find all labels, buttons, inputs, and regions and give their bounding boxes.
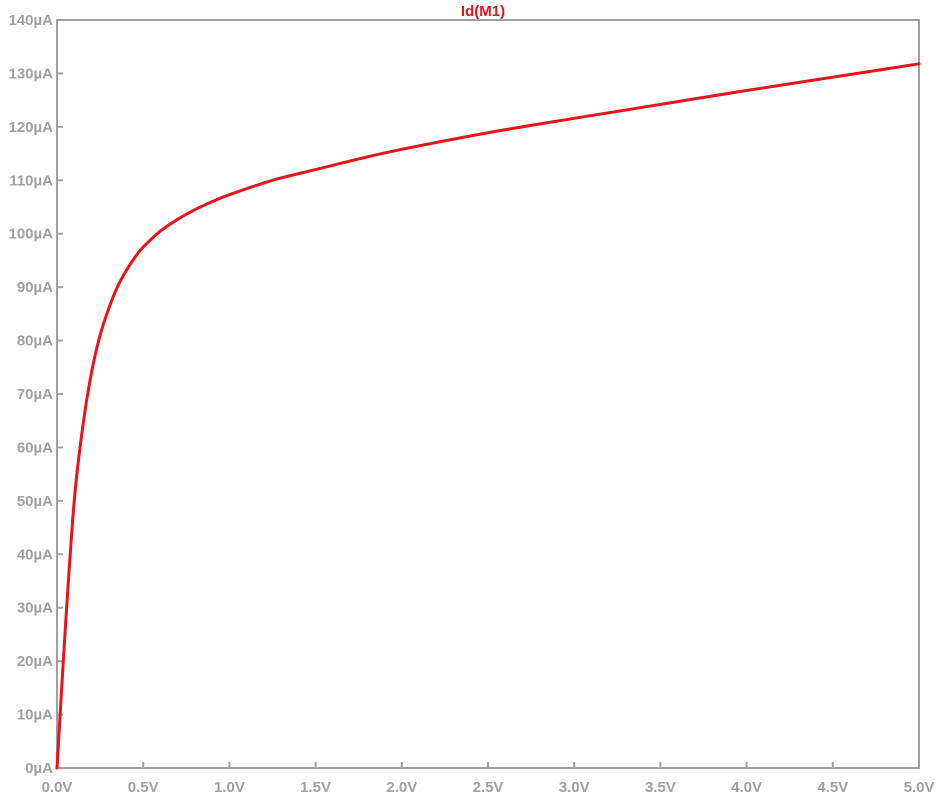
- y-tick-label: 80µA: [17, 333, 53, 350]
- x-axis: 0.0V 0.5V 1.0V 1.5V 2.0V 2.5V 3.0V 3.5V 4.0V 4.5V…: [42, 762, 935, 796]
- x-tick-label: 5.0V: [904, 779, 935, 796]
- y-axis: 0µA 10µA 20µA 30µA 40µA 50µA 60µA 70µA 80µA 90µA 1…: [8, 12, 63, 777]
- series-label: Id(M1): [461, 3, 505, 20]
- y-tick-label: 100µA: [8, 226, 53, 243]
- y-tick-label: 0µA: [25, 760, 53, 777]
- x-tick-label: 3.5V: [645, 779, 676, 796]
- y-tick-label: 30µA: [17, 600, 53, 617]
- y-tick-label: 90µA: [17, 279, 53, 296]
- x-tick-label: 1.0V: [214, 779, 245, 796]
- y-tick-label: 140µA: [8, 12, 53, 29]
- y-tick-label: 60µA: [17, 439, 53, 456]
- x-tick-label: 3.0V: [559, 779, 590, 796]
- y-tick-label: 10µA: [17, 707, 53, 724]
- y-tick-label: 130µA: [8, 65, 53, 82]
- x-tick-label: 4.0V: [731, 779, 762, 796]
- x-tick-label: 0.0V: [42, 779, 73, 796]
- y-tick-label: 110µA: [9, 172, 53, 189]
- y-tick-label: 120µA: [8, 119, 53, 136]
- x-tick-label: 2.5V: [473, 779, 504, 796]
- y-tick-label: 50µA: [17, 493, 53, 510]
- y-tick-label: 20µA: [17, 653, 53, 670]
- series-line-id-m1: [55, 62, 921, 770]
- y-tick-label: 70µA: [17, 386, 53, 403]
- x-tick-label: 1.5V: [300, 779, 331, 796]
- x-tick-label: 2.0V: [386, 779, 417, 796]
- y-tick-label: 40µA: [17, 546, 53, 563]
- x-tick-label: 0.5V: [128, 779, 159, 796]
- x-tick-label: 4.5V: [817, 779, 848, 796]
